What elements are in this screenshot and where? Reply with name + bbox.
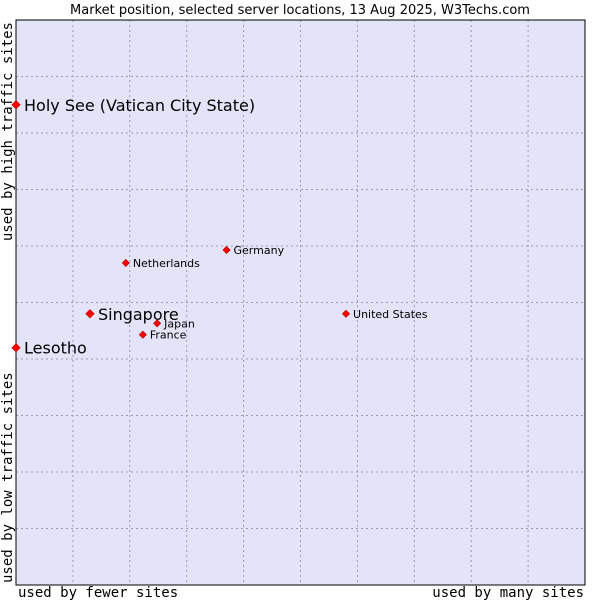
point-holy-see-vatican-city-state: [11, 100, 21, 110]
data-points: Holy See (Vatican City State) Lesotho Sing…: [11, 96, 428, 358]
point-france: [138, 330, 147, 339]
point-netherlands: [121, 258, 130, 267]
point-singapore: [85, 309, 95, 319]
label-netherlands: Netherlands: [133, 257, 200, 270]
label-germany: Germany: [234, 244, 285, 257]
label-holy-see-vatican-city-state: Holy See (Vatican City State): [24, 96, 255, 115]
point-united-states: [341, 309, 351, 318]
point-japan: [153, 319, 162, 328]
point-lesotho: [11, 343, 21, 353]
x-axis-label-right: used by many sites: [432, 585, 584, 600]
x-axis-label-left: used by fewer sites: [18, 585, 178, 600]
label-france: France: [150, 329, 187, 342]
label-united-states: United States: [353, 308, 428, 321]
label-lesotho: Lesotho: [24, 339, 87, 358]
chart-title: Market position, selected server locatio…: [70, 3, 530, 18]
label-japan: Japan: [163, 317, 195, 330]
y-axis-label-bottom: used by low traffic sites: [0, 372, 16, 583]
label-singapore: Singapore: [98, 305, 179, 324]
point-germany: [222, 245, 231, 254]
gridlines: [16, 20, 585, 585]
y-axis-label-top: used by high traffic sites: [0, 22, 16, 241]
plot-border: [15, 19, 586, 586]
